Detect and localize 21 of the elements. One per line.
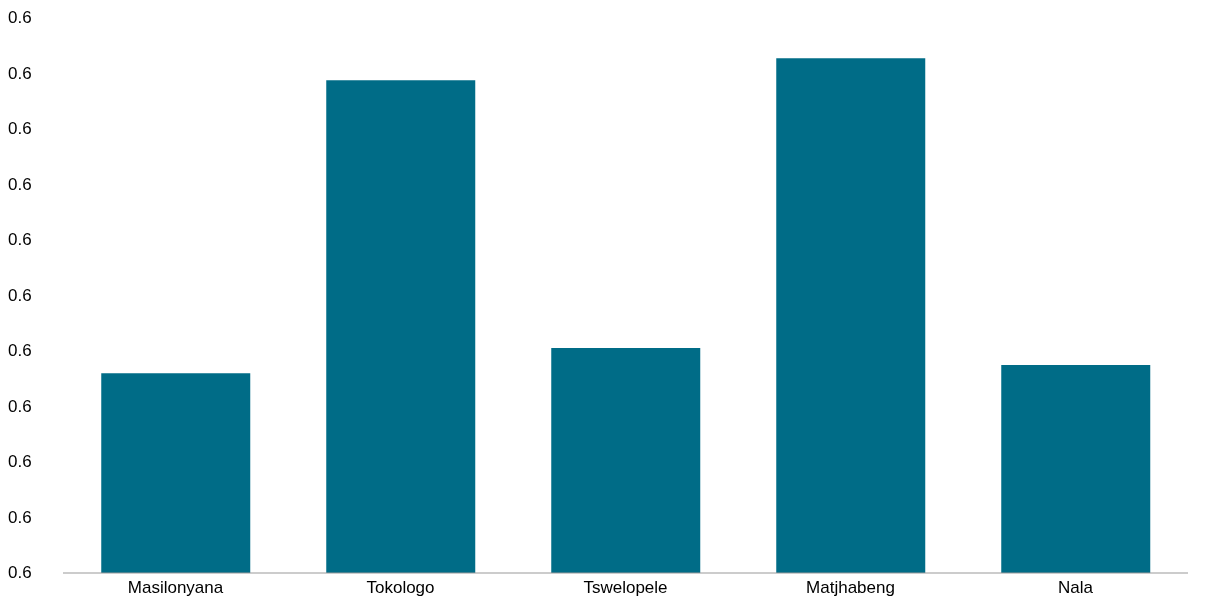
bar <box>101 373 251 573</box>
x-tick-label: Tswelopele <box>583 578 668 598</box>
text: 0.6 <box>8 174 33 195</box>
x-tick-label: Matjhabeng <box>806 578 895 598</box>
text: 0.6 <box>8 341 33 361</box>
text: 0.6 <box>8 507 33 528</box>
bar <box>776 58 926 573</box>
bar <box>1001 365 1151 573</box>
text: 0.6 <box>8 63 33 84</box>
text: 0.6 <box>8 285 33 306</box>
text: 0.6 <box>8 8 33 28</box>
text: 0.6 <box>8 230 33 250</box>
text: 0.6 <box>8 452 33 472</box>
x-tick-label: Tokologo <box>366 578 435 598</box>
text: 0.6 <box>8 119 33 139</box>
bar <box>551 348 701 573</box>
bar <box>326 80 476 573</box>
text: 0.6 <box>8 563 33 583</box>
text: 0.6 <box>8 396 33 417</box>
x-tick-label: Masilonyana <box>127 578 224 598</box>
x-tick-label: Nala <box>1058 578 1094 598</box>
